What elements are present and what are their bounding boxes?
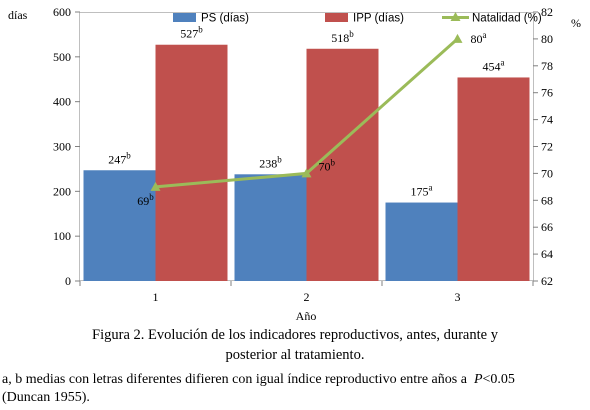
natalidad-point xyxy=(150,181,161,191)
bar-ipp xyxy=(155,44,228,281)
bar-ps xyxy=(83,170,156,281)
legend-swatch xyxy=(173,13,196,22)
legend-label: Natalidad (%) xyxy=(472,13,542,25)
bar-data-label: 238b xyxy=(259,154,282,170)
footnote-text: a, b medias con letras diferentes difier… xyxy=(2,372,467,387)
y-right-tick-label: 62 xyxy=(541,274,553,288)
bar-ipp xyxy=(457,77,530,281)
y-right-tick-label: 72 xyxy=(541,140,553,154)
y-right-tick-label: 68 xyxy=(541,193,553,207)
y-left-tick-label: 200 xyxy=(53,184,71,198)
y-right-tick-label: 66 xyxy=(541,220,553,234)
bar-data-label: 247b xyxy=(108,150,131,166)
y-right-tick-label: 82 xyxy=(541,5,553,19)
y-right-tick-label: 80 xyxy=(541,32,553,46)
x-tick-label: 3 xyxy=(455,290,461,304)
footnote-line-2: (Duncan 1955). xyxy=(2,390,90,405)
x-tick-label: 2 xyxy=(304,290,310,304)
bar-data-label: 454a xyxy=(483,57,505,73)
y-axis-left-label: días xyxy=(8,8,28,22)
natalidad-point xyxy=(452,33,463,43)
y-right-tick-label: 70 xyxy=(541,166,553,180)
x-axis-label: Año xyxy=(296,309,317,323)
y-left-tick-label: 600 xyxy=(53,5,71,19)
y-right-tick-label: 78 xyxy=(541,59,553,73)
y-axis-right-label: % xyxy=(571,16,581,30)
natalidad-point xyxy=(301,168,312,178)
figure-caption: Figura 2. Evolución de los indicadores r… xyxy=(0,325,590,369)
y-left-tick-label: 0 xyxy=(65,274,71,288)
footnote-threshold: <0.05 xyxy=(482,372,515,387)
natalidad-data-label: 80a xyxy=(471,30,487,46)
caption-line-1: Figura 2. Evolución de los indicadores r… xyxy=(92,327,498,343)
footnote-p: P xyxy=(473,372,483,387)
caption-line-2: posterior al tratamiento. xyxy=(225,347,365,363)
y-left-tick-label: 100 xyxy=(53,229,71,243)
chart: 0 100 200 300 400 500 600 62 64 66 68 70 72 74 76 78 80… xyxy=(8,5,581,323)
y-left-tick-label: 300 xyxy=(53,140,71,154)
legend-swatch-marker xyxy=(450,12,461,21)
y-left-tick-label: 400 xyxy=(53,95,71,109)
bar-data-label: 175a xyxy=(411,183,433,199)
bar-ps xyxy=(234,174,307,281)
legend-swatch xyxy=(325,13,348,22)
footnote-line-1: a, b medias con letras diferentes difier… xyxy=(2,372,590,388)
bar-ipp xyxy=(306,48,379,281)
y-left-tick-label: 500 xyxy=(53,50,71,64)
bar-data-label: 518b xyxy=(331,29,354,45)
legend-label: PS (días) xyxy=(201,13,249,25)
y-right-tick-label: 64 xyxy=(541,247,553,261)
y-right-tick-label: 74 xyxy=(541,113,553,127)
x-tick-label: 1 xyxy=(153,290,159,304)
bar-ps xyxy=(385,202,458,281)
y-right-tick-label: 76 xyxy=(541,86,553,100)
legend-label: IPP (días) xyxy=(353,13,404,25)
bar-data-label: 527b xyxy=(180,25,203,41)
